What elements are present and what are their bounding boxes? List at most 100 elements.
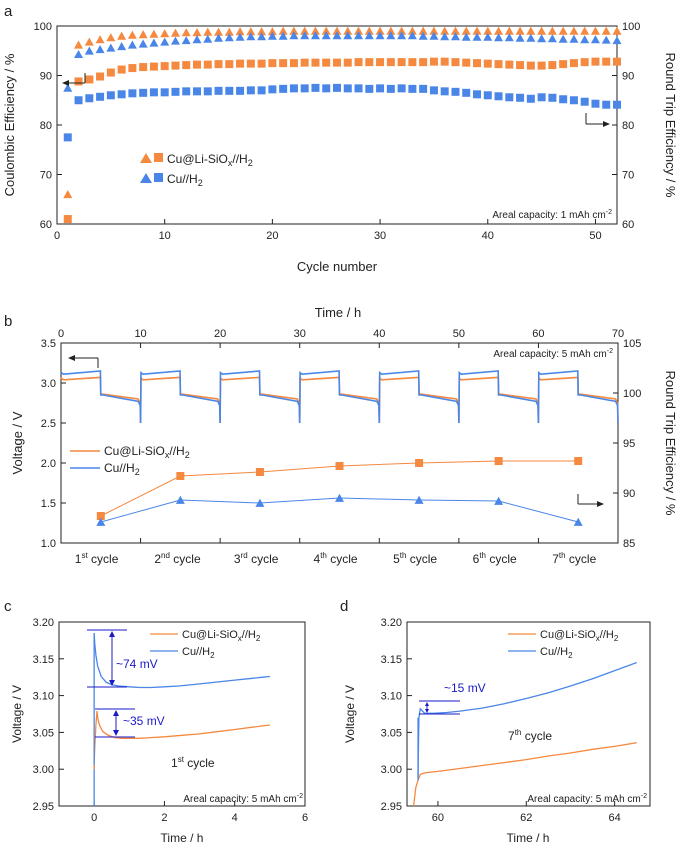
a-point-square	[569, 59, 578, 68]
c-xtick-label: 4	[232, 812, 238, 824]
a-point-square	[408, 58, 417, 67]
a-point-triangle	[300, 31, 310, 40]
a-point-square	[613, 57, 621, 66]
a-point-triangle	[224, 27, 234, 36]
a-point-square	[160, 62, 169, 71]
panel-c-overpotential-74: ~74 mV	[87, 629, 158, 688]
a-point-square	[300, 84, 309, 93]
panel-b-arrow-left	[68, 355, 99, 368]
a-point-square	[602, 57, 611, 66]
a-point-triangle	[332, 31, 342, 40]
a-point-square	[246, 86, 255, 95]
b-y2tick-label: 100	[623, 388, 641, 400]
panel-a-marks	[63, 26, 622, 224]
b-xtick-label: 40	[373, 328, 385, 340]
panel-b-annotation: Areal capacity: 5 mAh cm-2	[493, 348, 613, 360]
a-point-square	[268, 85, 277, 94]
a-point-square	[537, 61, 546, 70]
a-y2tick-label: 90	[622, 71, 634, 83]
a-point-square	[419, 84, 428, 93]
b-rte-point-square	[574, 457, 583, 465]
panel-a-ticks: 0 10 20 30 40 50 60 60 70 70 80 80 90 90 100 100	[34, 21, 641, 242]
a-ytick-label: 90	[40, 71, 52, 83]
a-point-square	[613, 100, 621, 109]
b-rte-point-triangle	[255, 498, 265, 507]
d-ytick-label: 3.15	[381, 654, 402, 666]
a-point-square	[505, 93, 514, 102]
b-xtick-label: 70	[612, 328, 624, 340]
a-point-square	[96, 72, 105, 81]
a-point-square	[203, 60, 212, 69]
b-xtick-label: 30	[294, 328, 306, 340]
a-point-triangle	[569, 34, 579, 43]
panel-a-legend: Cu@Li-SiOx//H2 Cu//H2	[140, 152, 253, 188]
b-y2tick-label: 105	[623, 338, 641, 350]
panel-a-frame	[56, 25, 618, 225]
a-point-triangle	[472, 32, 482, 41]
panel-b: b 0 10 20 30 40 50 60 70 1.0 1.5 2.0 2.5 3.0 3.5 85 90 9…	[4, 305, 678, 566]
a-point-square	[494, 60, 503, 69]
a-xtick-label: 20	[266, 230, 278, 242]
panel-b-label: b	[4, 313, 12, 330]
b-ytick-label: 2.0	[41, 458, 56, 470]
b-rte-point-square	[335, 462, 344, 470]
a-point-triangle	[310, 26, 320, 35]
a-point-square	[354, 84, 363, 93]
c-xtick-label: 0	[91, 812, 97, 824]
panel-d-label: d	[340, 598, 348, 615]
a-point-square	[106, 91, 115, 100]
a-point-triangle	[418, 26, 428, 35]
a-point-triangle	[160, 37, 170, 46]
a-point-square	[429, 86, 438, 95]
b-ytick-label: 1.0	[41, 538, 56, 550]
panel-d-cycle-label: 7th cycle	[508, 728, 552, 743]
panel-c-ticks: 0 2 4 6 2.95 3.00 3.05 3.10 3.15 3.20	[33, 617, 308, 824]
a-point-square	[526, 94, 535, 103]
a-point-triangle	[612, 26, 622, 35]
c-ytick-label: 3.00	[33, 764, 54, 776]
a-point-square	[602, 100, 611, 109]
a-point-triangle	[504, 33, 514, 42]
panel-a: a 0 10 20 30 40 50 60 60 70 70 80 80 90 90 100 100 Cycl…	[2, 3, 678, 274]
c-ytick-label: 3.05	[33, 727, 54, 739]
a-point-square	[526, 61, 535, 70]
a-point-square	[257, 86, 266, 95]
a-point-triangle	[224, 33, 234, 42]
panel-d-ylabel: Voltage / V	[343, 685, 357, 743]
a-point-square	[397, 58, 406, 67]
d-xtick-label: 60	[432, 812, 444, 824]
a-point-square	[106, 68, 115, 77]
panel-b-marks	[96, 457, 583, 526]
a-xtick-label: 0	[54, 230, 60, 242]
a-point-square	[139, 63, 148, 72]
a-xtick-label: 40	[482, 230, 494, 242]
a-point-triangle	[558, 26, 568, 35]
a-point-triangle	[170, 28, 180, 37]
a-point-square	[408, 84, 417, 93]
a-point-square	[343, 84, 352, 93]
a-y2tick-label: 70	[622, 170, 634, 182]
a-point-triangle	[429, 26, 439, 35]
a-point-triangle	[84, 37, 94, 46]
a-point-triangle	[354, 31, 364, 40]
a-point-triangle	[289, 26, 299, 35]
c-ytick-label: 3.20	[33, 617, 54, 629]
a-point-triangle	[386, 26, 396, 35]
d-curve	[412, 742, 637, 807]
legend-a-triangle-orange	[140, 153, 152, 163]
panel-a-xlabel: Cycle number	[297, 259, 378, 274]
a-xtick-label: 30	[374, 230, 386, 242]
a-point-square	[365, 84, 374, 93]
a-point-triangle	[547, 34, 557, 43]
a-point-triangle	[461, 26, 471, 35]
panel-d-ticks: 60 62 64 2.95 3.00 3.05 3.10 3.15 3.20	[381, 617, 621, 824]
b-rte-point-square	[176, 472, 185, 480]
a-point-triangle	[397, 26, 407, 35]
panel-b-ylabel: Voltage / V	[10, 411, 25, 474]
a-point-triangle	[558, 34, 568, 43]
a-point-triangle	[278, 26, 288, 35]
a-point-triangle	[95, 35, 105, 44]
a-point-triangle	[214, 27, 224, 36]
a-point-triangle	[310, 31, 320, 40]
a-point-triangle	[138, 39, 148, 48]
